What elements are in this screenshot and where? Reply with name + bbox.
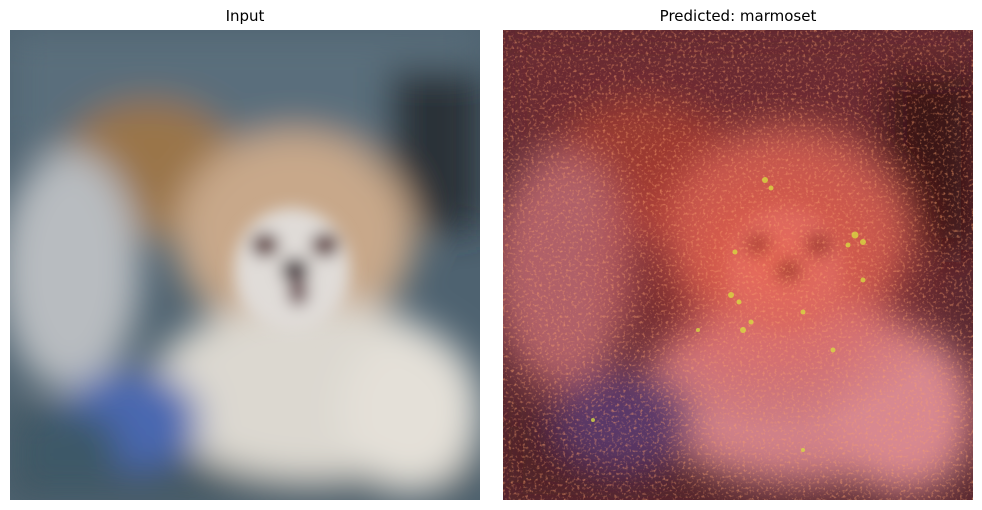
prediction-panel-title: Predicted: marmoset [503, 6, 973, 26]
input-image [10, 30, 480, 500]
prediction-title-prefix: Predicted: [659, 7, 740, 25]
saliency-overlay-image [503, 30, 973, 500]
input-title-text: Input [225, 7, 265, 25]
saliency-heatmap-overlay-image [503, 30, 973, 500]
predicted-label: marmoset [739, 7, 817, 25]
input-panel-title: Input [10, 6, 480, 26]
dog-photo-image [10, 30, 480, 500]
